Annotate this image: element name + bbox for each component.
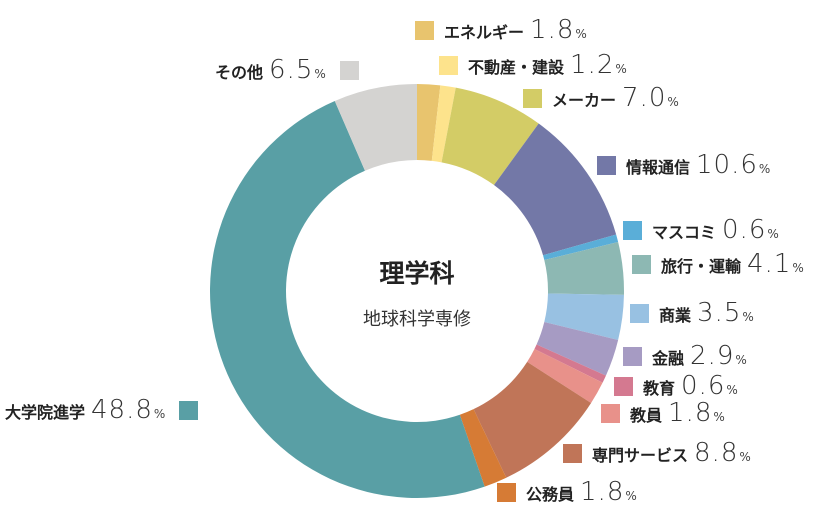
legend-swatch [601,403,620,423]
legend-swatch [415,20,434,40]
legend-value: 4.1 [747,249,792,279]
donut-slice [543,234,619,261]
legend-label: 不動産・建設 [468,58,565,77]
legend-item: 商業 3.5% [630,298,754,328]
donut-slice [527,349,603,404]
legend-unit: % [758,162,771,176]
donut-slice [209,101,485,499]
donut-slice [441,87,539,186]
legend-unit: % [713,410,725,424]
legend-value: 0.6 [722,215,767,245]
legend-swatch [497,482,516,502]
legend-value: 1.8 [580,477,625,507]
legend-value: 1.8 [530,15,575,45]
legend-unit: % [153,407,166,421]
legend-value: 0.6 [681,371,726,401]
donut-slice [431,85,456,163]
legend-label: 大学院進学 [5,403,86,422]
legend-item: エネルギー 1.8% [415,15,587,45]
legend-unit: % [625,489,637,503]
legend-label: 情報通信 [626,158,691,177]
legend-swatch [523,88,542,108]
legend-label: メーカー [552,91,617,110]
legend-item: メーカー 7.0% [523,83,679,113]
legend-unit: % [726,383,738,397]
donut-slice [536,321,619,376]
legend-unit: % [739,450,751,464]
legend-swatch [632,254,651,274]
donut-slice [459,409,507,487]
legend-value: 48.8 [91,395,153,425]
legend-label: 公務員 [526,485,575,504]
center-subtitle: 地球科学専修 [363,309,471,330]
legend-unit: % [575,27,587,41]
legend-label: エネルギー [444,23,525,42]
legend-unit: % [615,62,627,76]
legend-label: 教育 [643,379,676,398]
legend-value: 1.2 [570,50,615,80]
legend-item: マスコミ 0.6% [623,215,779,245]
legend-item: 大学院進学 48.8% [5,395,199,425]
donut-slice [417,84,441,161]
donut-slice [544,293,624,340]
legend-label: 旅行・運輸 [661,257,742,276]
legend-label: 金融 [652,349,685,368]
legend-unit: % [742,310,754,324]
legend-unit: % [792,261,804,275]
legend-swatch [623,346,642,366]
legend-value: 7.0 [622,83,667,113]
legend-value: 8.8 [694,438,739,468]
legend-value: 10.6 [696,150,758,180]
legend-label: 専門サービス [592,446,689,465]
legend-label: 商業 [659,306,692,325]
legend-item: 専門サービス 8.8% [563,438,751,468]
legend-swatch [563,443,582,463]
legend-item: 不動産・建設 1.2% [439,50,627,80]
donut-slice [473,361,592,478]
legend-item: その他 6.5% [215,55,359,85]
legend-unit: % [735,353,747,367]
legend-item: 情報通信 10.6% [597,150,770,180]
legend-swatch [630,303,649,323]
legend-swatch [623,220,642,240]
legend-swatch [339,60,359,80]
legend-value: 3.5 [697,298,742,328]
center-title: 理学科 [379,259,455,288]
donut-slice [334,84,417,171]
legend-unit: % [767,227,779,241]
legend-unit: % [314,67,326,81]
legend-item: 旅行・運輸 4.1% [632,249,804,279]
legend-label: 教員 [630,406,663,425]
legend-item: 公務員 1.8% [497,477,637,507]
legend-swatch [439,55,458,75]
legend-value: 2.9 [690,341,735,371]
legend-swatch [614,376,633,396]
legend-item: 教育 0.6% [614,371,738,401]
donut-slice [534,344,606,383]
legend-unit: % [667,95,679,109]
legend-value: 6.5 [269,55,314,85]
legend-swatch [179,400,199,420]
legend-label: マスコミ [652,223,717,242]
legend-item: 教員 1.8% [601,398,725,428]
donut-slice [493,123,617,256]
legend-label: その他 [215,63,264,82]
legend-item: 金融 2.9% [623,341,747,371]
legend-swatch [597,155,616,175]
donut-slice [544,242,624,295]
legend-value: 1.8 [668,398,713,428]
